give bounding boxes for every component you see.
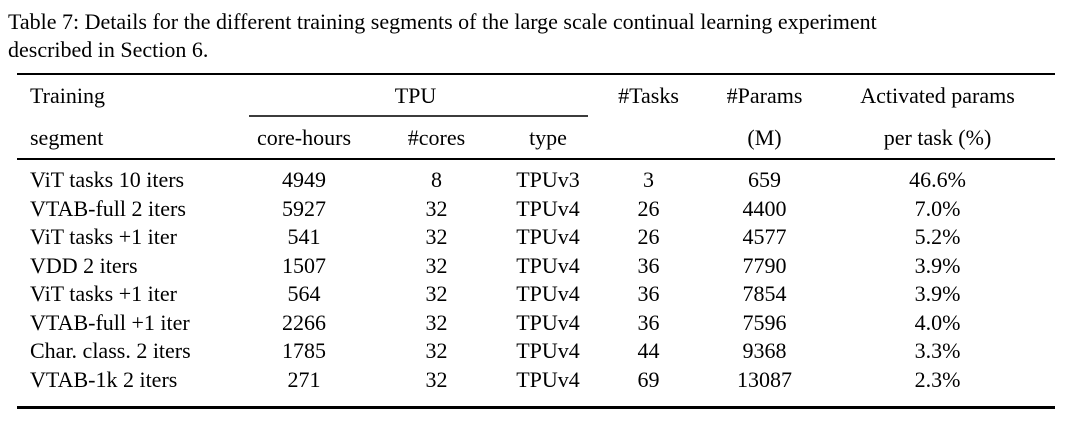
table-row: VTAB-full 2 iters 5927 32 TPUv4 26 4400 … <box>17 195 1055 224</box>
cell-activated: 4.0% <box>914 309 961 335</box>
header-core-hours: core-hours <box>256 124 352 150</box>
header-tasks-spacer <box>596 117 701 159</box>
cell-activated: 46.6% <box>909 167 966 193</box>
cell-activated: 7.0% <box>914 195 961 221</box>
cell-cores: 32 <box>425 252 448 278</box>
cell-segment: ViT tasks +1 iter <box>30 224 177 250</box>
cell-type: TPUv4 <box>516 309 580 335</box>
cell-cores: 32 <box>425 338 448 364</box>
cell-core-hours: 1785 <box>282 338 326 364</box>
header-tpu-group: TPU <box>235 74 596 117</box>
cell-type: TPUv4 <box>516 195 580 221</box>
cell-activated: 3.9% <box>914 281 961 307</box>
cell-activated: 2.3% <box>914 366 961 392</box>
cell-core-hours: 564 <box>287 281 321 307</box>
cell-tasks: 36 <box>637 309 660 335</box>
cell-cores: 32 <box>425 195 448 221</box>
cell-params: 4577 <box>742 224 787 250</box>
table-row: VTAB-full +1 iter 2266 32 TPUv4 36 7596 … <box>17 309 1055 338</box>
cell-segment: VTAB-full +1 iter <box>30 309 190 335</box>
cell-type: TPUv4 <box>516 224 580 250</box>
cell-type: TPUv4 <box>516 281 580 307</box>
cell-core-hours: 5927 <box>282 195 326 221</box>
cell-cores: 32 <box>425 224 448 250</box>
cell-params: 9368 <box>742 338 787 364</box>
header-row-1: Training TPU #Tasks #Params Activated pa… <box>17 74 1055 117</box>
caption-line-1: Table 7: Details for the different train… <box>8 9 877 34</box>
cell-cores: 32 <box>425 366 448 392</box>
table-row: ViT tasks +1 iter 541 32 TPUv4 26 4577 5… <box>17 223 1055 252</box>
cell-tasks: 26 <box>637 224 660 250</box>
cell-params: 13087 <box>737 366 793 392</box>
cell-cores: 8 <box>431 167 442 193</box>
header-activated-params: Activated params <box>860 83 1015 108</box>
header-row-2: segment core-hours #cores type (M) per t… <box>17 117 1056 159</box>
cell-segment: ViT tasks +1 iter <box>30 281 177 307</box>
cell-params: 7790 <box>742 252 787 278</box>
header-params-unit: (M) <box>747 124 782 150</box>
header-params: #Params <box>726 83 803 108</box>
header-activated-unit: per task (%) <box>883 124 992 150</box>
cell-activated: 5.2% <box>914 224 961 250</box>
cell-tasks: 36 <box>637 252 660 278</box>
cell-tasks: 36 <box>637 281 660 307</box>
cell-activated: 3.3% <box>914 338 961 364</box>
cell-activated: 3.9% <box>914 252 961 278</box>
cell-segment: Char. class. 2 iters <box>30 338 191 364</box>
table-row: ViT tasks +1 iter 564 32 TPUv4 36 7854 3… <box>17 280 1055 309</box>
cell-type: TPUv3 <box>516 167 580 193</box>
cell-type: TPUv4 <box>516 252 580 278</box>
header-segment: segment <box>30 124 104 150</box>
header-num-cores: #cores <box>407 124 466 150</box>
cell-tasks: 3 <box>643 167 655 193</box>
table-row: ViT tasks 10 iters 4949 8 TPUv3 3 659 46… <box>17 159 1055 195</box>
table-header: Training TPU #Tasks #Params Activated pa… <box>17 74 1056 159</box>
cell-type: TPUv4 <box>516 338 580 364</box>
cell-cores: 32 <box>425 281 448 307</box>
cell-tasks: 69 <box>637 366 660 392</box>
cell-core-hours: 541 <box>287 224 321 250</box>
cell-params: 4400 <box>742 195 787 221</box>
cell-segment: ViT tasks 10 iters <box>30 167 185 193</box>
paper-table-figure: Table 7: Details for the different train… <box>0 8 1080 409</box>
table-row: VDD 2 iters 1507 32 TPUv4 36 7790 3.9% <box>17 252 1055 281</box>
cell-params: 7596 <box>742 309 787 335</box>
caption-line-2: described in Section 6. <box>8 37 209 62</box>
cell-segment: VTAB-full 2 iters <box>30 195 186 221</box>
training-segments-table: Training TPU #Tasks #Params Activated pa… <box>17 73 1056 409</box>
cell-segment: VTAB-1k 2 iters <box>30 366 178 392</box>
header-tasks: #Tasks <box>618 83 679 108</box>
cell-core-hours: 271 <box>287 366 321 392</box>
table-row: Char. class. 2 iters 1785 32 TPUv4 44 93… <box>17 337 1055 366</box>
cell-cores: 32 <box>425 309 448 335</box>
cell-core-hours: 4949 <box>282 167 326 193</box>
table-caption: Table 7: Details for the different train… <box>8 8 1072 64</box>
tpu-group-rule <box>249 115 589 117</box>
cell-core-hours: 2266 <box>282 309 326 335</box>
cell-params: 7854 <box>742 281 787 307</box>
table-body: ViT tasks 10 iters 4949 8 TPUv3 3 659 46… <box>17 159 1055 408</box>
cell-segment: VDD 2 iters <box>30 252 138 278</box>
table-row: VTAB-1k 2 iters 271 32 TPUv4 69 13087 2.… <box>17 366 1055 408</box>
header-type: type <box>529 124 567 150</box>
cell-tasks: 26 <box>637 195 660 221</box>
cell-core-hours: 1507 <box>282 252 326 278</box>
header-training: Training <box>30 83 105 108</box>
cell-type: TPUv4 <box>516 366 580 392</box>
header-tpu-label: TPU <box>394 83 437 108</box>
cell-params: 659 <box>748 167 782 193</box>
cell-tasks: 44 <box>637 338 660 364</box>
